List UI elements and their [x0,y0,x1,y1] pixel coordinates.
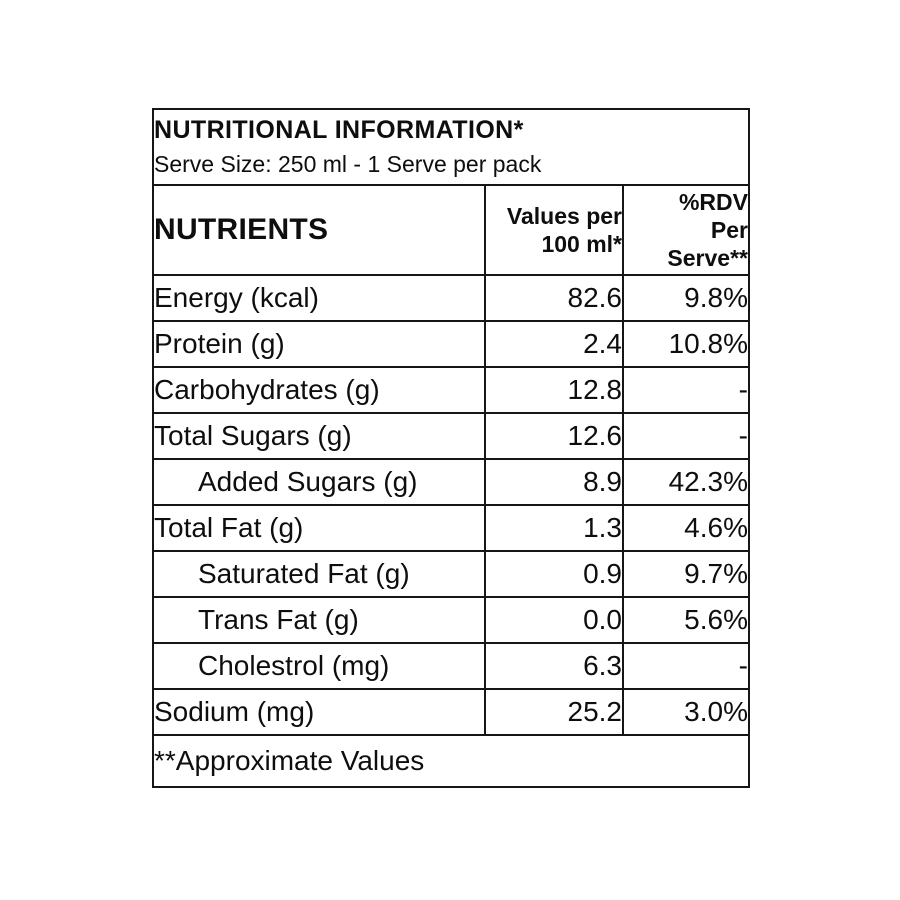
column-header-rdv-per-serve: %RDV Per Serve** [622,184,750,276]
table-row-saturated-fat: Saturated Fat (g) 0.9 9.7% [152,550,750,598]
table-row-added-sugars: Added Sugars (g) 8.9 42.3% [152,458,750,506]
nutrient-rdv: 5.6% [622,596,750,644]
table-row-total-fat: Total Fat (g) 1.3 4.6% [152,504,750,552]
nutrition-facts-table: NUTRITIONAL INFORMATION* Serve Size: 250… [152,108,750,788]
nutrient-value: 2.4 [484,320,624,368]
nutrient-value: 25.2 [484,688,624,736]
nutrient-name: Saturated Fat (g) [152,550,486,598]
approximate-values-footnote: **Approximate Values [152,734,750,788]
table-row-cholestrol: Cholestrol (mg) 6.3 - [152,642,750,690]
nutrient-value: 6.3 [484,642,624,690]
nutrient-value: 0.0 [484,596,624,644]
nutrient-rdv: - [622,412,750,460]
column-header-nutrients: NUTRIENTS [152,184,486,276]
nutrient-rdv: 10.8% [622,320,750,368]
nutrient-name: Total Sugars (g) [152,412,486,460]
nutrient-name: Total Fat (g) [152,504,486,552]
nutrient-name: Protein (g) [152,320,486,368]
table-row-total-sugars: Total Sugars (g) 12.6 - [152,412,750,460]
nutrient-value: 82.6 [484,274,624,322]
table-row-protein: Protein (g) 2.4 10.8% [152,320,750,368]
table-row-sodium: Sodium (mg) 25.2 3.0% [152,688,750,736]
nutrient-name: Energy (kcal) [152,274,486,322]
footnote-row: **Approximate Values [152,734,750,788]
nutrient-rdv: 9.7% [622,550,750,598]
nutrient-name: Added Sugars (g) [152,458,486,506]
nutrient-name: Sodium (mg) [152,688,486,736]
column-header-row: NUTRIENTS Values per 100 ml* %RDV Per Se… [152,184,750,276]
nutrient-value: 12.8 [484,366,624,414]
serve-size-text: Serve Size: 250 ml - 1 Serve per pack [154,151,542,178]
nutrient-rdv: 42.3% [622,458,750,506]
nutrient-value: 1.3 [484,504,624,552]
nutrient-rdv: - [622,366,750,414]
table-row-energy: Energy (kcal) 82.6 9.8% [152,274,750,322]
nutrient-rdv: 3.0% [622,688,750,736]
table-row-trans-fat: Trans Fat (g) 0.0 5.6% [152,596,750,644]
table-row-carbohydrates: Carbohydrates (g) 12.8 - [152,366,750,414]
nutrient-name: Carbohydrates (g) [152,366,486,414]
nutrient-name: Cholestrol (mg) [152,642,486,690]
title-block: NUTRITIONAL INFORMATION* Serve Size: 250… [152,108,750,186]
nutrient-rdv: - [622,642,750,690]
nutrient-value: 12.6 [484,412,624,460]
column-header-values-per-100ml: Values per 100 ml* [484,184,624,276]
nutrient-rdv: 4.6% [622,504,750,552]
table-title: NUTRITIONAL INFORMATION* [154,116,524,144]
nutrient-name: Trans Fat (g) [152,596,486,644]
nutrient-value: 0.9 [484,550,624,598]
nutrient-rdv: 9.8% [622,274,750,322]
nutrient-value: 8.9 [484,458,624,506]
title-row: NUTRITIONAL INFORMATION* Serve Size: 250… [152,108,750,186]
